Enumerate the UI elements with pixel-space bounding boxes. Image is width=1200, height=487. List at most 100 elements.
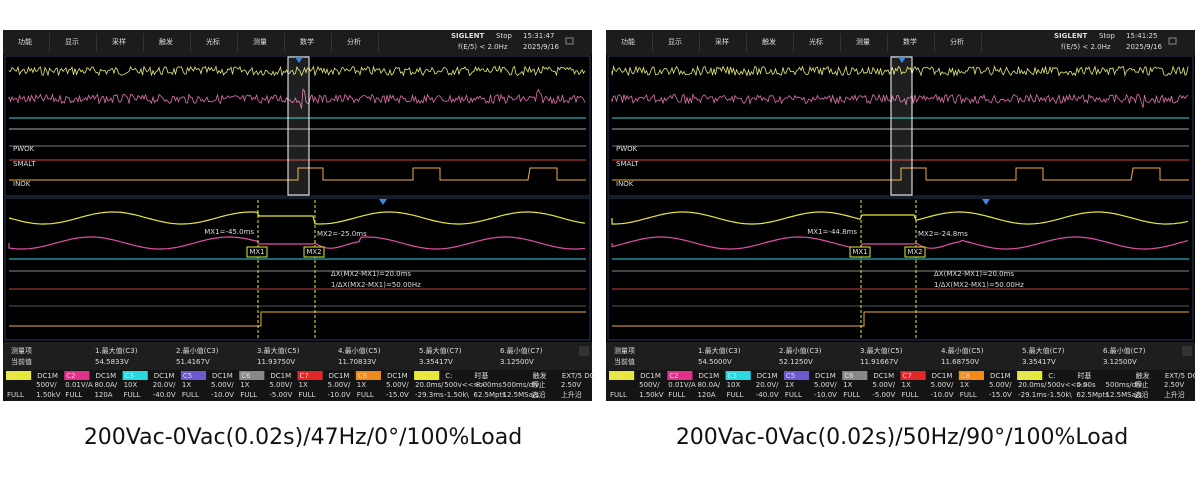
channel-top: DC1M bbox=[37, 372, 58, 380]
channel-top: DC1M bbox=[990, 372, 1011, 380]
trace-c2 bbox=[8, 88, 586, 109]
clock-time: 15:31:47 bbox=[523, 32, 554, 40]
channel-mid: 5.00V/ bbox=[269, 381, 292, 389]
trace-c2 bbox=[611, 93, 1189, 108]
channel-bottom: FULL bbox=[124, 391, 141, 399]
channel-top: C7 bbox=[300, 372, 309, 380]
channel-mid: 500ms/div bbox=[1106, 381, 1143, 389]
channel-label: INOK bbox=[616, 180, 634, 188]
menu-item[interactable]: 功能 bbox=[18, 37, 32, 46]
menu-divider bbox=[143, 33, 144, 52]
channel-top: C7 bbox=[903, 372, 912, 380]
channel-tag[interactable] bbox=[725, 371, 751, 380]
menu-item[interactable]: 显示 bbox=[65, 38, 79, 46]
menu-divider bbox=[934, 33, 935, 52]
channel-bottom: FULL bbox=[960, 391, 977, 399]
channel-tag[interactable] bbox=[958, 371, 984, 380]
channel-tag[interactable] bbox=[122, 371, 148, 380]
channel-tag[interactable] bbox=[297, 371, 323, 380]
channel-tag[interactable] bbox=[414, 371, 440, 380]
menu-divider bbox=[981, 33, 982, 52]
trigger-marker bbox=[379, 199, 387, 205]
menu-item[interactable]: 显示 bbox=[668, 38, 682, 46]
menu-item[interactable]: 数学 bbox=[300, 37, 314, 46]
trigger-info: f(E/5) < 2.0Hz bbox=[1061, 43, 1111, 51]
menu-divider bbox=[237, 33, 238, 52]
channel-bottom: -40.0V bbox=[756, 391, 779, 399]
menu-item[interactable]: 测量 bbox=[856, 38, 870, 46]
channel-bottom: FULL bbox=[902, 391, 919, 399]
menu-item[interactable]: 测量 bbox=[253, 38, 267, 46]
trigger-info: f(E/5) < 2.0Hz bbox=[458, 43, 508, 51]
measure-value: 11.91667V bbox=[860, 358, 898, 366]
channel-bottom: -29.1ms bbox=[1018, 391, 1047, 399]
channel-top: C2 bbox=[669, 372, 678, 380]
channel-mid: 500V/ bbox=[639, 381, 660, 389]
channel-tag[interactable] bbox=[239, 371, 265, 380]
menu-item[interactable]: 光标 bbox=[206, 37, 220, 46]
lower-window bbox=[4, 197, 591, 341]
channel-top: C: bbox=[1048, 372, 1055, 380]
menu-divider bbox=[190, 33, 191, 52]
channel-mid: 20.0V/ bbox=[756, 381, 779, 389]
caption: 200Vac-0Vac(0.02s)/50Hz/90°/100%Load bbox=[676, 425, 1128, 450]
channel-tag[interactable] bbox=[783, 371, 810, 380]
menu-item[interactable]: 采样 bbox=[112, 37, 126, 46]
menu-item[interactable]: 功能 bbox=[621, 37, 635, 46]
cursor-readout: MX2=-25.0ms bbox=[317, 230, 367, 238]
menu-divider bbox=[887, 33, 888, 52]
menu-item[interactable]: 数学 bbox=[903, 37, 917, 46]
channel-tag[interactable] bbox=[180, 371, 207, 380]
menu-item[interactable]: 分析 bbox=[347, 37, 361, 46]
menu-item[interactable]: 触发 bbox=[159, 37, 173, 46]
trigger-marker bbox=[982, 199, 990, 205]
channel-tag[interactable] bbox=[667, 371, 693, 380]
channel-mid: 1X bbox=[902, 381, 911, 389]
channel-tag[interactable] bbox=[355, 371, 381, 380]
channel-bottom: 12.5MSa/s bbox=[503, 391, 540, 399]
channel-top: EXT/5 DC bbox=[562, 372, 595, 380]
run-status: Stop bbox=[1099, 32, 1115, 40]
channel-bottom: 62.5Mpts bbox=[1076, 391, 1109, 399]
measure-value: 54.5833V bbox=[95, 358, 129, 366]
channel-mid: 1X bbox=[843, 381, 852, 389]
channel-top: C3 bbox=[728, 372, 737, 380]
channel-mid: 80.0A/ bbox=[94, 381, 117, 389]
channel-mid: 1X bbox=[785, 381, 794, 389]
menu-item[interactable]: 采样 bbox=[715, 37, 729, 46]
measure-name: 5.最大值(C7) bbox=[419, 346, 462, 355]
channel-label: PWOK bbox=[616, 145, 638, 153]
channel-tag[interactable] bbox=[842, 371, 868, 380]
measure-name: 4.最小值(C5) bbox=[941, 346, 984, 355]
close-button[interactable] bbox=[1182, 346, 1192, 356]
channel-top: 时基 bbox=[474, 371, 488, 380]
channel-tag[interactable] bbox=[64, 371, 90, 380]
channel-tag[interactable] bbox=[6, 371, 32, 380]
channel-top: C5 bbox=[183, 372, 192, 380]
menu-item[interactable]: 触发 bbox=[762, 37, 776, 46]
run-status: Stop bbox=[496, 32, 512, 40]
menu-item[interactable]: 光标 bbox=[809, 37, 823, 46]
close-button[interactable] bbox=[579, 346, 589, 356]
channel-mid: -8.00ms bbox=[473, 381, 502, 389]
trigger-marker bbox=[295, 57, 303, 63]
channel-bottom: 62.5Mpts bbox=[473, 391, 506, 399]
measure-name: 6.最小值(C7) bbox=[1103, 346, 1146, 355]
clock-date: 2025/9/16 bbox=[1126, 43, 1162, 51]
menu-divider bbox=[840, 33, 841, 52]
channel-tag[interactable] bbox=[900, 371, 926, 380]
trace-c1-zoom bbox=[611, 211, 1189, 225]
channel-bottom: FULL bbox=[299, 391, 316, 399]
measure-header: 测量项 bbox=[11, 347, 32, 355]
channel-mid: 2.50V bbox=[561, 381, 582, 389]
channel-tag[interactable] bbox=[609, 371, 635, 380]
channel-top: EXT/5 DC bbox=[1165, 372, 1198, 380]
channel-label: SMALT bbox=[616, 160, 639, 168]
menu-item[interactable]: 分析 bbox=[950, 37, 964, 46]
cursor-tag bbox=[904, 246, 926, 258]
channel-top: C8 bbox=[961, 372, 970, 380]
channel-tag[interactable] bbox=[1017, 371, 1043, 380]
channel-label: PWOK bbox=[13, 145, 35, 153]
